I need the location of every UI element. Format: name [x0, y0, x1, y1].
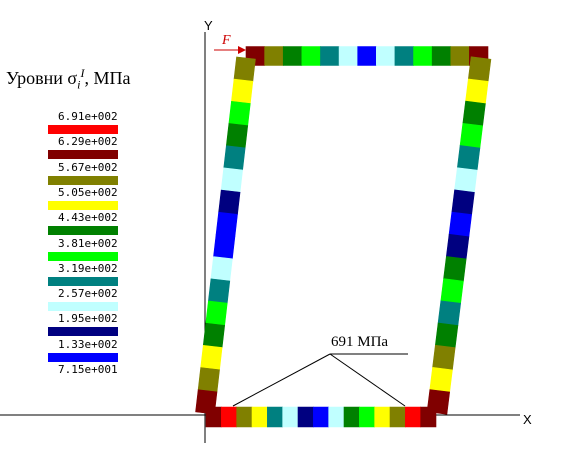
left-member-segment [228, 100, 251, 126]
top-member-segment [431, 46, 452, 66]
legend-swatch [48, 276, 118, 286]
annotation-label: 691 МПа [331, 334, 389, 350]
right-member-segment [445, 233, 470, 260]
right-member-segment [456, 145, 481, 171]
bottom-member-segment [236, 406, 253, 428]
right-member-segment [437, 300, 462, 326]
legend-label: 6.91e+002 [58, 110, 118, 123]
right-member-segment [443, 256, 467, 282]
top-member-segment [413, 46, 433, 66]
left-member-segment [225, 123, 249, 149]
left-member-segment [218, 189, 241, 215]
legend-label: 5.67e+002 [58, 160, 118, 174]
top-member-segment [338, 46, 358, 66]
bottom-member-segment [205, 406, 222, 428]
legend-title: Уровни σiI, МПа [6, 66, 131, 92]
right-member-segment [432, 344, 456, 371]
legend-swatch [48, 226, 118, 236]
left-member-segment [197, 367, 220, 393]
top-member-segment [264, 46, 284, 66]
left-member-segment [220, 167, 243, 193]
bottom-member-segment [221, 406, 237, 428]
legend-swatch [48, 200, 118, 210]
left-member-segment [200, 345, 223, 371]
bottom-member-segment [313, 406, 329, 428]
right-member-segment [454, 167, 478, 193]
legend-swatch [48, 175, 118, 185]
right-member-segment [440, 278, 464, 304]
legend-label: 2.57e+002 [58, 287, 118, 301]
bottom-member-segment [405, 406, 421, 428]
left-member-segment [233, 56, 256, 82]
top-member-segment [320, 46, 340, 66]
legend-label: 3.81e+002 [58, 236, 118, 250]
legend-swatch [48, 251, 118, 261]
top-member-segment [450, 46, 470, 66]
left-member-segment [215, 211, 238, 237]
force-label: F [222, 33, 231, 48]
top-member-segment [394, 46, 414, 66]
bottom-member-segment [374, 406, 391, 428]
x-axis-label: X [523, 412, 532, 427]
left-member-segment [202, 322, 226, 348]
bottom-member-segment [359, 406, 375, 428]
legend-label: 7.15e+001 [58, 363, 118, 376]
right-member-segment [448, 211, 473, 238]
right-member-segment [451, 189, 475, 215]
bottom-member-segment [282, 406, 299, 428]
legend-label: 3.19e+002 [58, 261, 118, 275]
top-member-segment [282, 46, 303, 66]
legend-swatch [48, 327, 118, 337]
bottom-member-segment [297, 406, 314, 428]
legend-label: 1.33e+002 [58, 337, 118, 351]
legend-swatch [48, 125, 118, 134]
annotation-leader-lines [232, 353, 408, 407]
legend-swatch [48, 302, 118, 312]
right-member-segment [467, 56, 492, 82]
legend-swatch [48, 352, 118, 362]
left-member-segment [223, 145, 246, 171]
top-member-segment [357, 46, 377, 66]
force-arrow [214, 46, 246, 54]
left-member-segment [231, 78, 254, 104]
bottom-member-segment [420, 406, 437, 428]
frame-members [195, 46, 492, 428]
top-member-segment [376, 46, 396, 66]
legend-label: 5.05e+002 [58, 185, 118, 199]
bottom-member-segment [328, 406, 345, 428]
right-member-segment [462, 100, 486, 127]
legend-swatch [48, 150, 118, 160]
bottom-member-segment [251, 406, 268, 428]
left-member-segment [208, 278, 231, 304]
legend-label: 4.43e+002 [58, 211, 118, 225]
bottom-member-segment [267, 406, 283, 428]
right-member-segment [429, 367, 453, 393]
legend-label: 6.29e+002 [58, 135, 118, 149]
left-member-segment [213, 234, 236, 260]
right-member-segment [434, 322, 459, 349]
left-member-segment [205, 300, 228, 326]
left-member-segment [210, 256, 233, 282]
right-member-segment [459, 122, 484, 149]
legend-label: 1.95e+002 [58, 312, 118, 326]
bottom-member-segment [389, 406, 406, 428]
bottom-member-segment [343, 406, 360, 428]
right-member-segment [465, 78, 489, 104]
y-axis-label: Y [204, 18, 213, 33]
top-member-segment [301, 46, 321, 66]
